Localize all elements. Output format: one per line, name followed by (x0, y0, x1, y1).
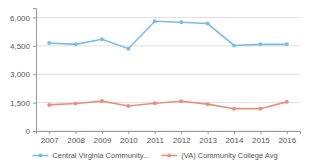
y-tick-mark (33, 131, 36, 132)
legend-marker (167, 154, 171, 158)
y-tick-mark (33, 103, 36, 104)
y-tick-mark (33, 46, 36, 47)
x-tick-label: 2012 (173, 136, 191, 145)
x-axis-line (37, 132, 301, 135)
x-tick-label: 2011 (147, 136, 165, 145)
y-tick: 0 (26, 127, 36, 136)
y-tick-label: 0 (26, 127, 31, 136)
series-point (74, 102, 78, 106)
series-point (100, 37, 104, 41)
x-tick: 2016 (278, 131, 296, 145)
grid-line (36, 74, 300, 75)
series-point (47, 41, 51, 45)
x-tick: 2011 (147, 131, 165, 145)
legend-marker (38, 154, 42, 158)
series-layer (47, 19, 289, 110)
x-tick-mark (76, 131, 77, 134)
legend-label: (VA) Community College Avg (181, 151, 277, 160)
y-tick: 3,000 (10, 70, 36, 79)
x-tick-label: 2014 (226, 136, 244, 145)
series-point (153, 101, 157, 105)
series-line (49, 21, 287, 48)
x-tick: 2008 (67, 131, 85, 145)
series-point (258, 42, 262, 46)
x-tick: 2009 (94, 131, 112, 145)
x-tick-label: 2009 (94, 136, 112, 145)
y-tick-mark (33, 74, 36, 75)
series-point (285, 42, 289, 46)
series-point (206, 22, 210, 26)
series-point (179, 20, 183, 24)
series-point (126, 104, 130, 108)
series-point (232, 107, 236, 111)
x-tick-label: 2008 (67, 136, 85, 145)
x-tick-label: 2007 (41, 136, 59, 145)
y-tick-label: 4,500 (10, 42, 31, 51)
y-tick: 4,500 (10, 42, 36, 51)
x-tick: 2014 (226, 131, 244, 145)
y-tick-label: 1,500 (10, 99, 31, 108)
x-tick-mark (102, 131, 103, 134)
x-tick-label: 2016 (278, 136, 296, 145)
series-point (258, 107, 262, 111)
x-tick-label: 2015 (252, 136, 270, 145)
y-tick-label: 6,000 (10, 14, 31, 23)
series-point (285, 100, 289, 104)
x-tick-mark (49, 131, 50, 134)
x-tick-mark (287, 131, 288, 134)
x-tick-mark (155, 131, 156, 134)
series-line (49, 101, 287, 109)
y-tick-mark (33, 17, 36, 18)
legend-label: Central Virginia Community... (52, 151, 149, 160)
x-axis: 2007 2008 2009 2010 2011 2012 2013 2014 2015 2016 (37, 131, 301, 145)
series-point (206, 102, 210, 106)
series-point (232, 43, 236, 47)
x-tick: 2007 (41, 131, 59, 145)
x-tick: 2013 (199, 131, 217, 145)
y-tick: 1,500 (10, 99, 36, 108)
legend: Central Virginia Community... (VA) Commun… (32, 151, 277, 160)
y-tick-label: 3,000 (10, 70, 31, 79)
x-tick-label: 2010 (120, 136, 138, 145)
x-tick-mark (260, 131, 261, 134)
x-tick-mark (128, 131, 129, 134)
x-tick: 2010 (120, 131, 138, 145)
y-axis: 0 1,500 3,000 4,500 6,000 (10, 9, 37, 137)
x-tick-mark (181, 131, 182, 134)
x-tick: 2015 (252, 131, 270, 145)
grid (36, 17, 300, 131)
x-tick-label: 2013 (199, 136, 217, 145)
chart-svg: Central Virginia Community... (VA) Commun… (0, 0, 310, 163)
series-point (47, 103, 51, 107)
legend-item: Central Virginia Community... (32, 151, 149, 160)
series-point (126, 47, 130, 51)
series-point (179, 99, 183, 103)
series-point (100, 99, 104, 103)
y-tick: 6,000 (10, 14, 36, 23)
x-tick-mark (234, 131, 235, 134)
series-point (74, 42, 78, 46)
x-tick-mark (208, 131, 209, 134)
series-point (153, 19, 157, 23)
x-tick: 2012 (173, 131, 191, 145)
plot-area: 0 1,500 3,000 4,500 6,000 2007 2008 2009 2010 201… (10, 9, 301, 145)
grid-line (36, 17, 300, 18)
legend-item: (VA) Community College Avg (161, 151, 277, 160)
chart-container: Central Virginia Community... (VA) Commun… (0, 0, 310, 163)
y-axis-line (33, 9, 37, 132)
